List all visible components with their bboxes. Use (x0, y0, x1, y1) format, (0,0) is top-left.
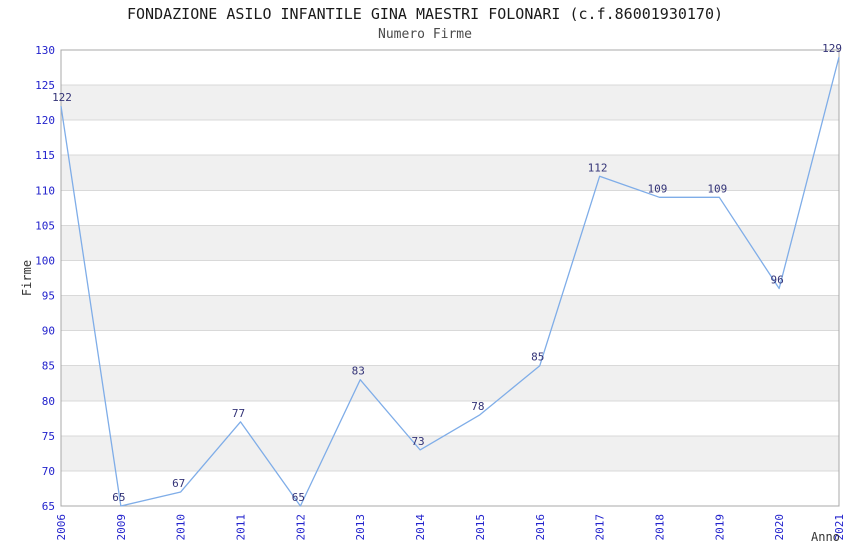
y-tick-label: 95 (42, 290, 55, 303)
data-label: 109 (648, 182, 668, 195)
data-label: 83 (352, 365, 365, 378)
y-tick-label: 100 (35, 254, 55, 267)
y-axis-title: Firme (20, 260, 34, 296)
plot-band (61, 295, 839, 331)
y-tick-label: 80 (42, 395, 55, 408)
x-tick-label: 2009 (115, 514, 128, 541)
y-tick-label: 70 (42, 465, 55, 478)
x-tick-label: 2006 (55, 514, 68, 541)
data-label: 109 (707, 182, 727, 195)
y-tick-label: 75 (42, 430, 55, 443)
data-label: 122 (52, 91, 72, 104)
chart-subtitle: Numero Firme (378, 27, 472, 42)
data-label: 78 (471, 400, 484, 413)
data-label: 65 (292, 491, 305, 504)
x-tick-label: 2012 (294, 514, 307, 541)
y-tick-label: 90 (42, 325, 55, 338)
plot-band (61, 365, 839, 401)
data-label: 65 (112, 491, 125, 504)
y-tick-label: 130 (35, 44, 55, 57)
x-axis-title: Anno (811, 530, 840, 544)
plot-band (61, 155, 839, 191)
data-label: 112 (588, 161, 608, 174)
y-tick-label: 105 (35, 219, 55, 232)
x-tick-label: 2016 (534, 514, 547, 541)
x-tick-label: 2013 (354, 514, 367, 541)
y-tick-label: 115 (35, 149, 55, 162)
y-tick-label: 120 (35, 114, 55, 127)
x-tick-label: 2021 (833, 514, 846, 541)
x-tick-label: 2018 (653, 514, 666, 541)
chart-title: FONDAZIONE ASILO INFANTILE GINA MAESTRI … (126, 5, 724, 23)
x-tick-label: 2011 (235, 514, 248, 541)
y-tick-label: 125 (35, 79, 55, 92)
y-tick-label: 65 (42, 500, 55, 513)
plot-band (61, 435, 839, 471)
data-label: 85 (531, 351, 544, 364)
x-tick-label: 2020 (773, 514, 786, 541)
y-tick-label: 110 (35, 184, 55, 197)
data-label: 73 (411, 435, 424, 448)
plot-band (61, 225, 839, 261)
x-tick-label: 2014 (414, 514, 427, 541)
x-tick-label: 2010 (175, 514, 188, 541)
data-label: 129 (822, 42, 842, 55)
data-label: 77 (232, 407, 245, 420)
series-line (60, 56, 840, 507)
x-tick-label: 2019 (713, 514, 726, 541)
plot-border (60, 49, 840, 507)
data-label: 96 (771, 274, 784, 287)
data-label: 67 (172, 477, 185, 490)
x-tick-label: 2015 (474, 514, 487, 541)
x-tick-label: 2017 (594, 514, 607, 541)
y-tick-label: 85 (42, 360, 55, 373)
plot-band (61, 85, 839, 121)
